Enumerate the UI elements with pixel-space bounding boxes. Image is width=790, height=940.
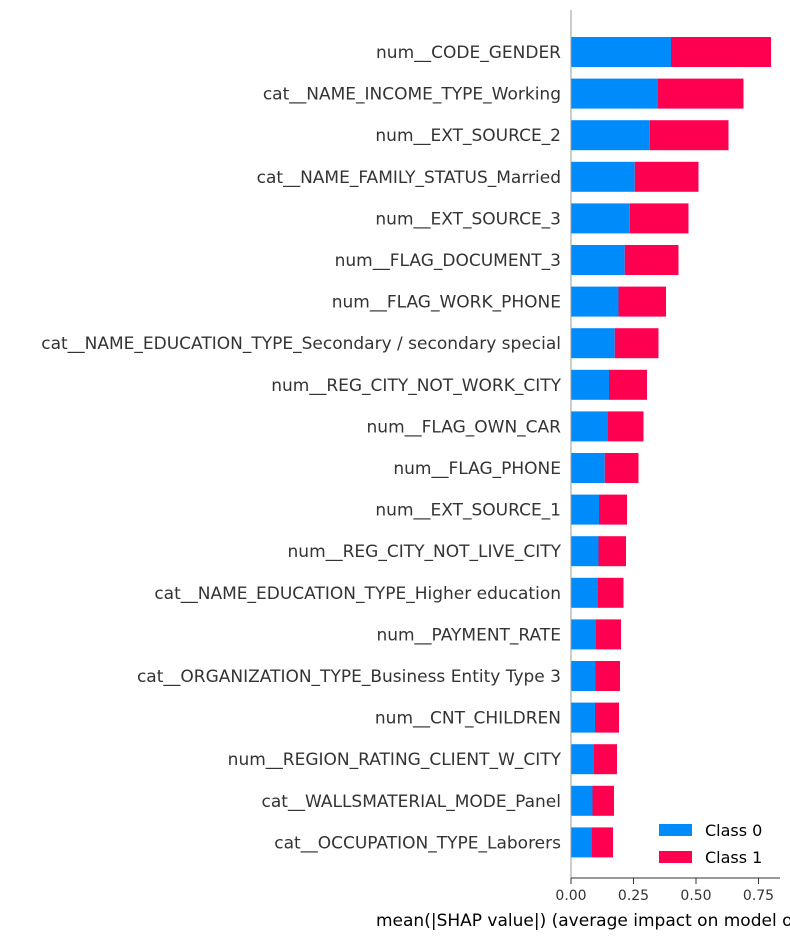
bar-class1-9 [607, 411, 644, 442]
category-label: num__EXT_SOURCE_1 [375, 501, 561, 521]
bar-class0-3 [571, 161, 635, 192]
bar-class1-6 [618, 286, 666, 317]
bar-class0-6 [571, 286, 619, 317]
bar-class0-16 [571, 702, 595, 733]
category-label: cat__OCCUPATION_TYPE_Laborers [274, 833, 561, 853]
bar-class1-8 [609, 369, 647, 400]
bar-class1-2 [649, 120, 729, 151]
category-label: num__REGION_RATING_CLIENT_W_CITY [228, 750, 562, 770]
bar-class0-1 [571, 78, 658, 109]
bar-class1-3 [634, 161, 699, 192]
category-label: num__EXT_SOURCE_3 [375, 209, 561, 229]
bar-class1-19 [592, 827, 613, 858]
x-tick-label: 0.75 [743, 888, 774, 904]
bar-class0-13 [571, 577, 598, 608]
bar-class0-7 [571, 328, 615, 359]
category-label: num__CODE_GENDER [376, 43, 561, 63]
x-tick-label: 0.25 [618, 888, 649, 904]
category-label: num__PAYMENT_RATE [376, 625, 561, 645]
legend: Class 0 Class 1 [659, 821, 762, 867]
category-label: num__REG_CITY_NOT_LIVE_CITY [288, 542, 562, 562]
bar-class0-5 [571, 245, 625, 275]
category-label: num__EXT_SOURCE_2 [375, 126, 561, 146]
x-tick-label: 0.00 [555, 888, 586, 904]
bar-class0-0 [571, 37, 671, 67]
bar-class0-2 [571, 120, 650, 151]
bar-class1-13 [597, 577, 624, 608]
bar-class1-7 [614, 328, 659, 359]
legend-label-class0: Class 0 [705, 821, 762, 840]
category-label: num__REG_CITY_NOT_WORK_CITY [271, 376, 561, 396]
bar-class1-5 [624, 245, 679, 275]
category-label: num__FLAG_DOCUMENT_3 [335, 251, 561, 271]
category-label: cat__NAME_INCOME_TYPE_Working [263, 85, 561, 105]
category-label: cat__NAME_EDUCATION_TYPE_Secondary / sec… [41, 334, 561, 354]
bar-class0-15 [571, 661, 596, 691]
bar-class1-10 [604, 453, 639, 483]
bar-class1-17 [594, 744, 617, 775]
bar-class0-14 [571, 619, 596, 650]
category-label: num__FLAG_PHONE [393, 459, 561, 479]
bar-class1-15 [595, 661, 620, 691]
category-label: num__FLAG_OWN_CAR [367, 417, 562, 437]
bar-class0-4 [571, 203, 630, 234]
bar-class1-16 [595, 702, 619, 733]
legend-label-class1: Class 1 [705, 848, 762, 867]
bar-class0-12 [571, 536, 599, 567]
bar-class0-17 [571, 744, 594, 775]
x-tick-label: 0.50 [680, 888, 711, 904]
category-label: cat__WALLSMATERIAL_MODE_Panel [262, 792, 561, 812]
bar-class1-4 [629, 203, 689, 234]
category-label: num__CNT_CHILDREN [375, 709, 561, 729]
bar-class1-11 [599, 494, 627, 525]
legend-swatch-class1 [659, 851, 692, 863]
bar-class0-11 [571, 494, 599, 525]
category-label: cat__NAME_EDUCATION_TYPE_Higher educatio… [154, 584, 561, 604]
bar-class0-8 [571, 369, 609, 400]
bar-class0-19 [571, 827, 592, 858]
category-labels: num__CODE_GENDER cat__NAME_INCOME_TYPE_Wo… [41, 43, 561, 853]
bar-class0-18 [571, 785, 593, 816]
bar-class0-9 [571, 411, 608, 442]
legend-swatch-class0 [659, 824, 692, 836]
bar-class1-12 [598, 536, 626, 567]
bar-class1-0 [671, 37, 771, 67]
bars-layer [571, 37, 771, 858]
bar-class1-18 [592, 785, 614, 816]
category-label: num__FLAG_WORK_PHONE [332, 293, 561, 313]
bar-class0-10 [571, 453, 605, 483]
x-axis-title: mean(|SHAP value|) (average impact on mo… [376, 911, 790, 931]
bar-class1-14 [596, 619, 621, 650]
x-ticks: 0.00 0.25 0.50 0.75 [555, 878, 774, 904]
bar-class1-1 [657, 78, 744, 109]
category-label: cat__ORGANIZATION_TYPE_Business Entity T… [137, 667, 561, 687]
category-label: cat__NAME_FAMILY_STATUS_Married [257, 168, 561, 188]
